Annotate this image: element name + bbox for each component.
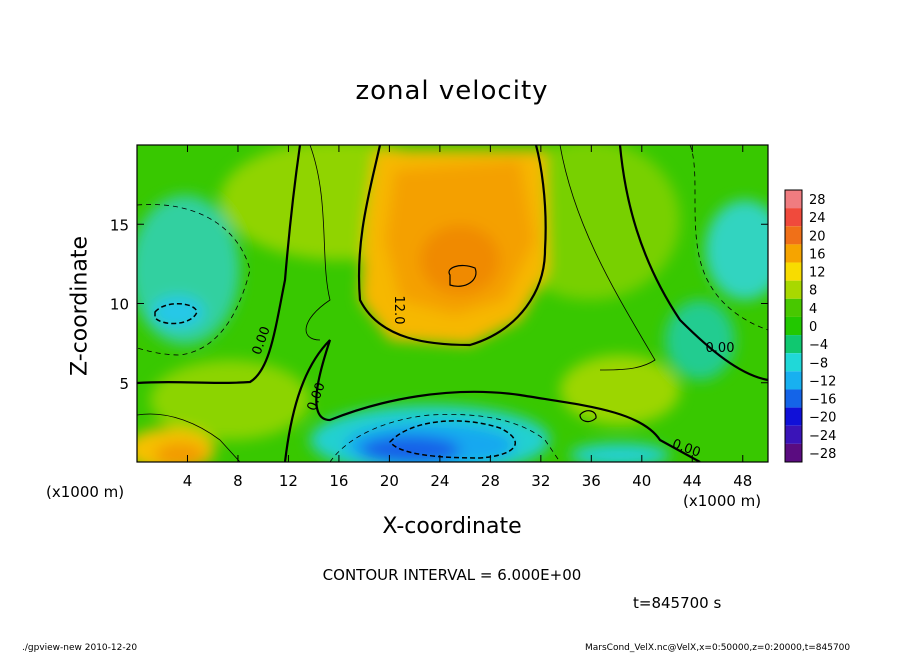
colorbar-swatch xyxy=(785,335,802,354)
x-tick-label: 16 xyxy=(329,472,348,490)
x-tick-label: 8 xyxy=(233,472,243,490)
colorbar-swatch xyxy=(785,190,802,209)
colorbar-swatch xyxy=(785,425,802,444)
colorbar-swatch xyxy=(785,316,802,336)
colorbar-swatch xyxy=(785,226,802,245)
colorbar-swatch xyxy=(785,280,802,299)
footer-right-text: MarsCond_VelX.nc@VelX,x=0:50000,z=0:2000… xyxy=(585,643,851,653)
x-tick-label: 24 xyxy=(430,472,449,490)
colorbar-label: 16 xyxy=(809,247,826,262)
x-tick-label: 20 xyxy=(380,472,399,490)
contour-lines xyxy=(137,145,768,462)
colorbar-label: 20 xyxy=(809,229,826,244)
x-tick-label: 12 xyxy=(279,472,298,490)
time-label: t=845700 s xyxy=(633,594,722,612)
colorbar-swatch xyxy=(785,407,802,426)
x-axis-unit-left: (x1000 m) xyxy=(46,483,125,501)
x-tick-label: 28 xyxy=(481,472,500,490)
colorbar: 28 24 20 16 12 8 4 0 −4 −8 −12 −16 −20 −24 −28 xyxy=(784,189,836,463)
colorbar-swatch xyxy=(785,371,802,390)
colorbar-label: −24 xyxy=(809,429,836,444)
colorbar-label: −16 xyxy=(809,393,836,408)
colorbar-label: 12 xyxy=(809,266,826,281)
colorbar-swatch xyxy=(785,298,802,317)
chart-title: zonal velocity xyxy=(355,76,549,106)
x-tick-label: 40 xyxy=(632,472,651,490)
colorbar-label: 0 xyxy=(809,320,817,335)
x-tick-label: 32 xyxy=(531,472,550,490)
contour-label: 12.0 xyxy=(391,296,406,325)
colorbar-swatch xyxy=(785,443,802,462)
colorbar-label: 28 xyxy=(809,193,826,208)
x-axis-ticks: 4 8 12 16 20 24 28 32 36 40 44 48 xyxy=(183,145,752,490)
footer-left-text: ./gpview-new 2010-12-20 xyxy=(22,643,138,653)
colorbar-label: 8 xyxy=(809,284,817,299)
x-axis-unit-right: (x1000 m) xyxy=(683,492,762,510)
colorbar-swatch xyxy=(785,208,802,227)
colorbar-label: −8 xyxy=(809,356,828,371)
colorbar-swatch xyxy=(785,262,802,281)
colorbar-swatch xyxy=(785,244,802,263)
colorbar-label: 4 xyxy=(809,302,817,317)
x-tick-label: 48 xyxy=(733,472,752,490)
colorbar-label: 24 xyxy=(809,211,826,226)
y-tick-label: 10 xyxy=(110,296,129,314)
colorbar-label: −28 xyxy=(809,447,836,462)
y-tick-label: 15 xyxy=(110,216,129,234)
x-tick-label: 44 xyxy=(683,472,702,490)
colorbar-label: −12 xyxy=(809,374,836,389)
x-tick-label: 4 xyxy=(183,472,193,490)
x-axis-label: X-coordinate xyxy=(382,514,522,539)
contour-label: 0.00 xyxy=(706,341,735,356)
colorbar-label: −20 xyxy=(809,411,836,426)
y-axis-label: Z-coordinate xyxy=(67,236,93,376)
colorbar-label: −4 xyxy=(809,338,828,353)
y-tick-label: 5 xyxy=(119,375,129,393)
x-tick-label: 36 xyxy=(582,472,601,490)
colorbar-swatch xyxy=(785,353,802,372)
y-axis-ticks: 5 10 15 xyxy=(110,216,768,393)
contour-interval-text: CONTOUR INTERVAL = 6.000E+00 xyxy=(322,566,582,584)
colorbar-frame xyxy=(784,189,803,463)
colorbar-swatch xyxy=(785,389,802,408)
colormap-field xyxy=(137,145,768,462)
